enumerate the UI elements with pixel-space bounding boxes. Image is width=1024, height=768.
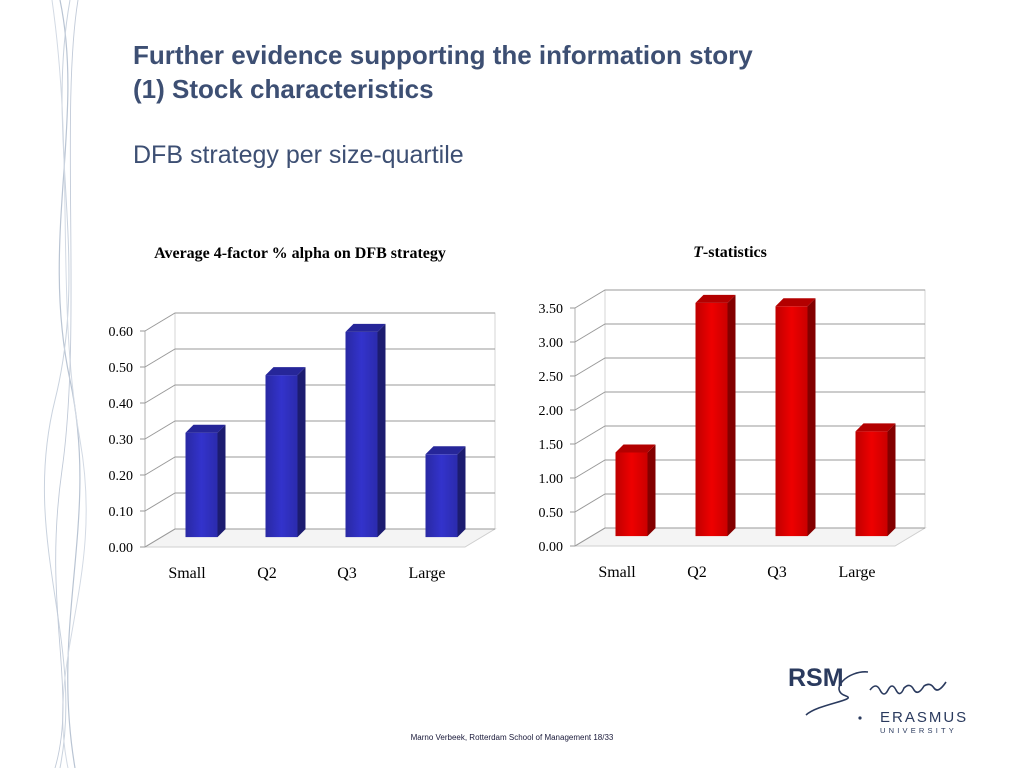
alpha-bar-q2 [265,367,306,538]
alpha-bar-front [265,375,298,538]
tstat-ytick-label: 2.50 [539,370,564,385]
tstat-bar-top [615,444,656,453]
tstat-xtick-label: Large [838,564,875,581]
tstat-gridline [574,357,925,377]
alpha-bar-side [297,367,306,538]
tstat-bar-q2 [695,294,736,537]
alpha-gridline [144,456,495,476]
alpha-bar-top [185,424,226,433]
alpha-xtick-label: Small [168,565,206,582]
tstat-bar-top [855,423,896,432]
tstat-ytick-label: 2.00 [539,404,564,419]
alpha-bar-side [457,446,466,538]
alpha-ytick-label: 0.60 [109,325,134,340]
alpha-bar-top [265,367,306,376]
tstat-gridline [574,493,925,513]
tstat-bar-front [695,302,728,537]
tstat-ytick-label: 1.00 [539,472,564,487]
alpha-gridline [144,348,495,368]
tstat-bar-q3 [775,298,816,537]
alpha-chart-title: Average 4-factor % alpha on DFB strategy [90,243,510,265]
tstat-ytick-label: 3.50 [539,302,564,317]
rsm-erasmus-logo: RSM ERASMUS UNIVERSITY [788,664,968,735]
slide-title: Further evidence supporting the informat… [133,38,753,106]
tstat-ytick-label: 1.50 [539,438,564,453]
alpha-bar-front [185,432,218,538]
tstat-xtick-label: Q3 [767,564,787,581]
alpha-chart-plot: 0.00 0.10 0.20 0.30 0.40 0.50 0.60 Small Q2 Q3 Lar… [109,312,497,582]
tstat-bar-small [615,444,656,537]
tstat-ytick-label: 0.50 [539,506,564,521]
tstat-xtick-label: Q2 [687,564,707,581]
tstat-chart-title: T-statistics [520,242,940,264]
logo-erasmus-text: ERASMUS [880,709,968,726]
tstat-bar-top [695,294,736,303]
alpha-xtick-label: Q3 [337,565,357,582]
alpha-ytick-label: 0.40 [109,397,134,412]
alpha-ytick-label: 0.20 [109,469,134,484]
alpha-gridline [144,528,495,548]
tstat-chart-plot: 0.00 0.50 1.00 1.50 2.00 2.50 3.00 3.50 Small Q2 Q… [539,289,927,581]
tstat-bar-side [807,298,816,537]
tstat-gridline [574,527,925,547]
alpha-gridline [144,312,495,332]
slide-subtitle: DFB strategy per size-quartile [133,141,464,169]
tstat-bar-large [855,423,896,537]
alpha-ytick-label: 0.30 [109,433,134,448]
tstat-bar-top [775,298,816,307]
alpha-gridline [144,420,495,440]
slide-title-line2: (1) Stock characteristics [133,74,434,104]
tstat-bar-side [647,444,656,537]
alpha-bar-small [185,424,226,538]
alpha-chart-title-text: Average 4-factor % alpha on DFB strategy [154,245,446,262]
tstat-gridline [574,323,925,343]
alpha-xtick-label: Q2 [257,565,277,582]
logo-rsm-text: RSM [788,664,844,692]
tstat-bar-front [615,452,648,537]
tstat-bar-front [855,431,888,537]
slide-footer: Marno Verbeek, Rotterdam School of Manag… [410,733,614,742]
alpha-ytick-label: 0.00 [109,541,134,556]
tstat-ytick-label: 0.00 [539,540,564,555]
alpha-bar-q3 [345,323,386,538]
tstat-ytick-label: 3.00 [539,336,564,351]
tstat-bar-front [775,306,808,537]
alpha-bar-front [425,454,458,538]
slide-title-line1: Further evidence supporting the informat… [133,40,753,70]
alpha-bar-side [377,323,386,538]
tstat-bar-side [727,294,736,537]
alpha-bar-side [217,424,226,538]
tstat-gridline [574,391,925,411]
alpha-bar-front [345,331,378,538]
tstat-gridline [574,425,925,445]
decorative-wave-lines [43,0,87,768]
tstat-bar-side [887,423,896,537]
alpha-bar-chart: Average 4-factor % alpha on DFB strategy… [90,240,510,590]
tstat-gridline [574,459,925,479]
alpha-bar-large [425,446,466,538]
tstat-xtick-label: Small [598,564,636,581]
alpha-gridline [144,492,495,512]
alpha-bar-top [345,323,386,332]
tstat-bar-chart: T-statistics 0.00 0.50 1.00 1.50 2.00 2.50 3.0… [520,240,940,590]
tstat-gridline [574,289,925,309]
alpha-xtick-label: Large [408,565,445,582]
alpha-gridline [144,384,495,404]
alpha-ytick-label: 0.50 [109,361,134,376]
logo-university-text: UNIVERSITY [880,726,957,735]
alpha-ytick-label: 0.10 [109,505,134,520]
alpha-bar-top [425,446,466,455]
tstat-chart-title-rest: -statistics [702,244,767,261]
tstat-chart-title-italic: T [693,244,703,261]
